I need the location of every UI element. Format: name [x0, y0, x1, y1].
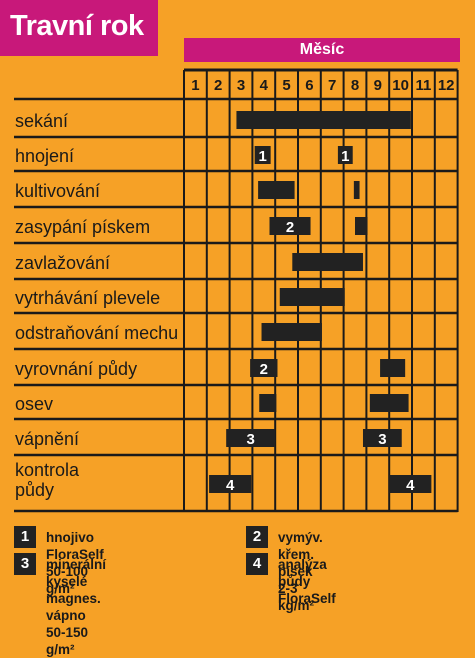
legend-number-badge: 4: [246, 553, 268, 575]
month-tick-label: 12: [438, 77, 455, 94]
chart-title: Travní rok: [10, 10, 144, 42]
row-label: zasypání pískem: [15, 217, 150, 237]
activity-bar: [269, 217, 311, 235]
row-label: sekání: [15, 111, 68, 131]
row-label: kultivování: [15, 181, 100, 201]
activity-bar: [259, 394, 277, 412]
row-label: zavlažování: [15, 253, 110, 273]
month-tick-label: 6: [305, 77, 313, 94]
activity-bar: [362, 429, 402, 447]
activity-bar: [226, 429, 276, 447]
row-label: hnojení: [15, 146, 74, 166]
row-label: odstraňování mechu: [15, 323, 178, 343]
legend-number-badge: 1: [14, 526, 36, 548]
bar-tag-label: 3: [247, 431, 255, 448]
bar-tag-label: 4: [406, 477, 415, 494]
activity-bar: [261, 323, 322, 341]
row-label: půdy: [15, 480, 54, 500]
activity-bar: [209, 475, 252, 493]
month-tick-label: 7: [328, 77, 336, 94]
month-tick-label: 3: [237, 77, 245, 94]
row-label: kontrola: [15, 460, 80, 480]
bar-tag-label: 2: [260, 361, 268, 378]
month-header-label: Měsíc: [299, 41, 345, 58]
legend-number-badge: 3: [14, 553, 36, 575]
row-label: vápnění: [15, 429, 79, 449]
activity-bar: [337, 146, 353, 164]
activity-bar: [353, 181, 360, 199]
month-tick-label: 2: [214, 77, 222, 94]
bar-tag-label: 2: [286, 219, 294, 236]
legend-text: minerální kyselé magnes. vápno 50-150 g/m…: [46, 557, 107, 657]
activity-bar: [236, 111, 411, 129]
month-header-bar: Měsíc: [184, 38, 460, 62]
row-label: osev: [15, 394, 53, 414]
legend-text: hnojivo FloraSelf 50-100 g/m²: [46, 530, 104, 596]
bar-tag-label: 1: [341, 148, 349, 165]
bar-tag-label: 4: [226, 477, 235, 494]
month-tick-label: 10: [392, 77, 409, 94]
month-tick-label: 1: [191, 77, 199, 94]
activity-bar: [258, 181, 295, 199]
month-tick-label: 5: [282, 77, 290, 94]
activity-bar: [380, 359, 406, 377]
activity-bar: [279, 288, 345, 306]
row-label: vytrhávání plevele: [15, 288, 160, 308]
activity-bar: [250, 359, 278, 377]
month-tick-label: 4: [260, 77, 269, 94]
month-tick-label: 9: [374, 77, 382, 94]
activity-bar: [369, 394, 409, 412]
month-tick-label: 11: [415, 77, 431, 94]
bar-tag-label: 1: [258, 148, 266, 165]
title-box: Travní rok: [0, 0, 158, 56]
activity-bar: [389, 475, 432, 493]
activity-bar: [292, 253, 363, 271]
legend-number-badge: 2: [246, 526, 268, 548]
activity-bar: [254, 146, 271, 164]
month-tick-label: 8: [351, 77, 359, 94]
row-label: vyrovnání půdy: [15, 359, 137, 379]
bar-tag-label: 3: [378, 431, 386, 448]
legend-text: analýza půdy FloraSelf: [278, 557, 336, 606]
activity-bar: [355, 217, 368, 235]
